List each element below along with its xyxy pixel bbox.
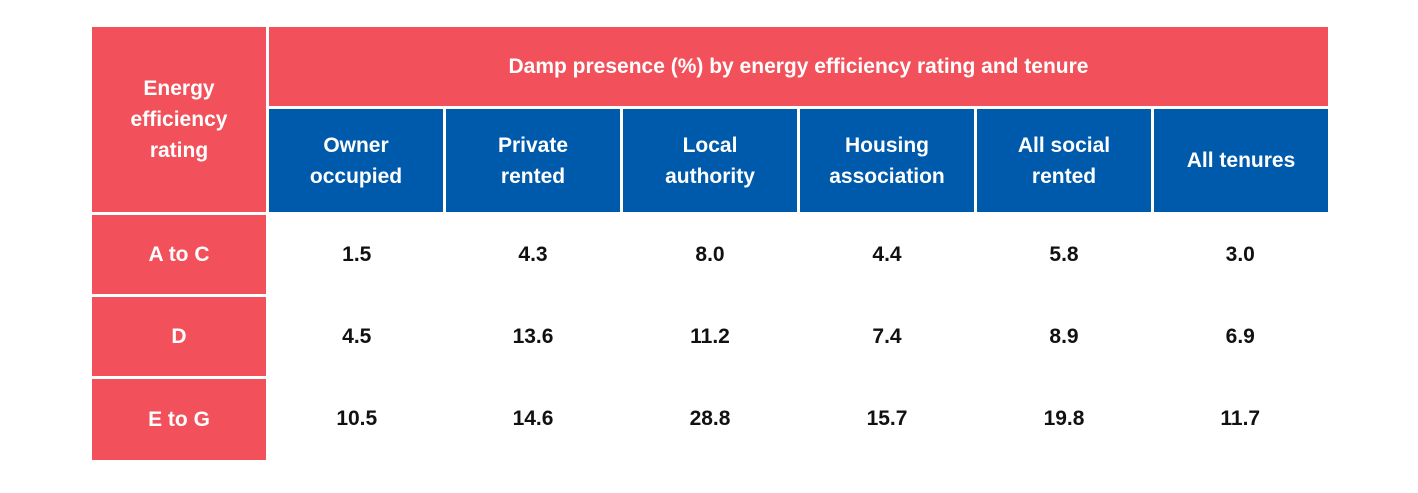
column-header-label: All social rented [1017,133,1111,188]
row-header-label: Energy efficiency rating [92,27,269,215]
table-cell: 13.6 [444,295,622,378]
table-cell: 4.3 [444,213,622,296]
table-cell: 7.4 [798,295,976,378]
table-cell: 4.4 [798,213,976,296]
table-body: A to C 1.5 4.3 8.0 4.4 5.8 3.0 D 4.5 13.6 11.2 7.4 8… [92,213,1328,460]
column-header: Owner occupied [267,107,446,215]
table-row: E to G 10.5 14.6 28.8 15.7 19.8 11.7 [92,377,1328,460]
column-header: Private rented [444,107,623,215]
table-cell: 14.6 [444,377,622,460]
row-header-label-text: Energy efficiency rating [130,77,228,162]
table-cell: 28.8 [621,377,799,460]
column-header-row: Owner occupied Private rented Local author… [92,107,1328,215]
table-cell: 11.7 [1152,377,1328,460]
table-row: A to C 1.5 4.3 8.0 4.4 5.8 3.0 [92,213,1328,297]
column-header: All tenures [1152,107,1328,215]
column-header-label: Owner occupied [309,133,403,188]
table-cell: 8.9 [975,295,1153,378]
column-header-label: Housing association [829,133,945,188]
column-header: All social rented [975,107,1154,215]
table-cell: 3.0 [1152,213,1328,296]
table-cell: 19.8 [975,377,1153,460]
super-header-row: Energy efficiency rating Damp presence (… [92,27,1328,215]
column-header-label: Local authority [665,133,755,188]
column-header-label: All tenures [1186,149,1296,172]
damp-presence-table: Energy efficiency rating Damp presence (… [92,27,1328,460]
column-header: Housing association [798,107,977,215]
table-cell: 5.8 [975,213,1153,296]
column-header-label: Private rented [497,133,569,188]
table-cell: 10.5 [267,377,445,460]
table-cell: 6.9 [1152,295,1328,378]
table-cell: 15.7 [798,377,976,460]
table-cell: 4.5 [267,295,445,378]
table-cell: 11.2 [621,295,799,378]
row-label: E to G [92,377,269,460]
column-header: Local authority [621,107,800,215]
damp-table-container: Energy efficiency rating Damp presence (… [92,27,1328,460]
row-label: A to C [92,213,269,297]
row-label: D [92,295,269,379]
table-row: D 4.5 13.6 11.2 7.4 8.9 6.9 [92,295,1328,379]
table-cell: 8.0 [621,213,799,296]
table-title: Damp presence (%) by energy efficiency r… [267,27,1328,109]
table-cell: 1.5 [267,213,445,296]
